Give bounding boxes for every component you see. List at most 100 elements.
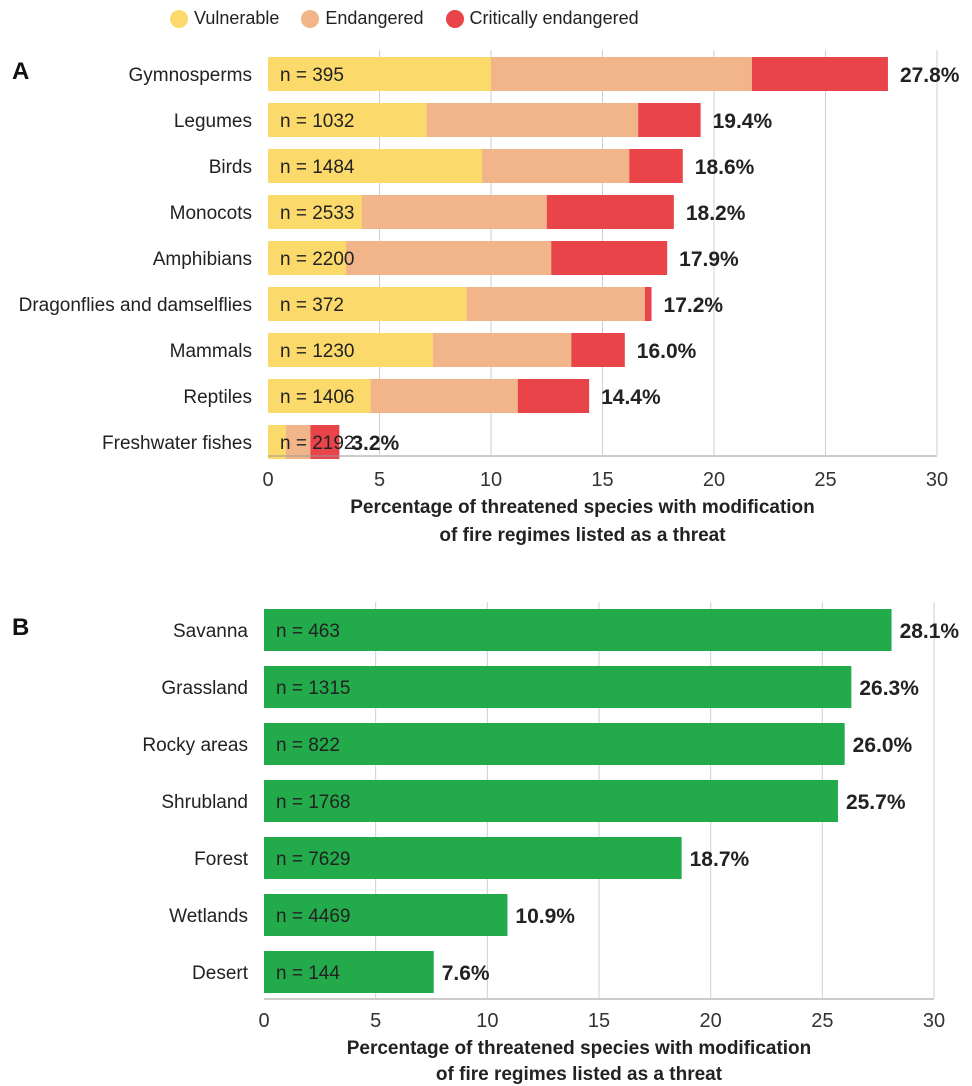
n-label: n = 1230 <box>280 341 355 362</box>
total-label: 18.6% <box>695 156 755 179</box>
bar-segment-critically-endangered <box>517 379 590 413</box>
bar-segment-critically-endangered <box>571 333 625 367</box>
category-label: Mammals <box>170 341 252 362</box>
category-label: Desert <box>192 963 249 984</box>
bar <box>264 609 892 651</box>
n-label: n = 2533 <box>280 203 355 224</box>
category-label: Birds <box>209 157 252 178</box>
legend-swatch-vulnerable <box>170 9 188 28</box>
bar <box>264 894 508 936</box>
bar-segment-vulnerable <box>268 195 362 229</box>
value-label: 10.9% <box>515 905 575 928</box>
category-label: Rocky areas <box>142 735 248 756</box>
x-tick-label: 30 <box>923 1010 945 1032</box>
bar-segment-critically-endangered <box>551 241 668 275</box>
n-label: n = 2200 <box>280 249 355 270</box>
panel-letter-a: A <box>12 58 30 85</box>
bar-segment-vulnerable <box>268 287 467 321</box>
x-tick-label: 25 <box>814 469 836 491</box>
category-label: Forest <box>194 849 249 870</box>
category-label: Reptiles <box>183 387 252 408</box>
bar-segment-endangered <box>426 103 639 137</box>
bar-segment-vulnerable <box>268 379 371 413</box>
total-label: 3.2% <box>351 432 399 455</box>
bar-segment-critically-endangered <box>644 287 652 321</box>
n-label: n = 1315 <box>276 678 351 699</box>
category-label: Freshwater fishes <box>102 433 252 454</box>
x-tick-label: 15 <box>591 469 613 491</box>
value-label: 18.7% <box>690 848 750 871</box>
value-label: 25.7% <box>846 791 906 814</box>
legend-label: Vulnerable <box>194 8 280 28</box>
n-label: n = 1406 <box>280 387 355 408</box>
n-label: n = 463 <box>276 621 340 642</box>
category-label: Savanna <box>173 621 248 642</box>
category-label: Monocots <box>170 203 252 224</box>
n-label: n = 7629 <box>276 849 351 870</box>
x-tick-label: 5 <box>370 1010 381 1032</box>
n-label: n = 1484 <box>280 157 355 178</box>
value-label: 26.0% <box>853 734 913 757</box>
bar-segment-vulnerable <box>268 103 427 137</box>
bar-segment-endangered <box>433 333 572 367</box>
total-label: 17.2% <box>664 294 724 317</box>
bar <box>264 837 682 879</box>
x-tick-label: 5 <box>374 469 385 491</box>
bar-segment-critically-endangered <box>751 57 888 91</box>
category-label: Legumes <box>174 111 252 132</box>
bar-segment-critically-endangered <box>629 149 683 183</box>
legend-item-endangered: Endangered <box>301 8 424 29</box>
category-label: Dragonflies and damselflies <box>19 295 252 316</box>
legend-label: Critically endangered <box>469 8 639 28</box>
x-tick-label: 25 <box>811 1010 833 1032</box>
category-label: Shrubland <box>161 792 248 813</box>
total-label: 14.4% <box>601 386 661 409</box>
bar-segment-endangered <box>370 379 518 413</box>
n-label: n = 372 <box>280 295 344 316</box>
category-label: Wetlands <box>169 906 248 927</box>
n-label: n = 395 <box>280 65 344 86</box>
x-tick-label: 10 <box>476 1010 498 1032</box>
x-axis-title: of fire regimes listed as a threat <box>436 1064 723 1085</box>
bar-segment-vulnerable <box>268 425 286 459</box>
legend-label: Endangered <box>325 8 424 28</box>
bar-segment-endangered <box>482 149 630 183</box>
x-axis-title: Percentage of threatened species with mo… <box>347 1038 812 1059</box>
legend: Vulnerable Endangered Critically endange… <box>170 8 661 29</box>
value-label: 26.3% <box>859 677 919 700</box>
x-tick-label: 15 <box>588 1010 610 1032</box>
total-label: 18.2% <box>686 202 746 225</box>
total-label: 16.0% <box>637 340 697 363</box>
bar <box>264 666 852 708</box>
total-label: 17.9% <box>679 248 739 271</box>
n-label: n = 1768 <box>276 792 351 813</box>
n-label: n = 822 <box>276 735 340 756</box>
bar-segment-vulnerable <box>268 241 347 275</box>
n-label: n = 2192 <box>280 433 355 454</box>
bar <box>264 723 845 765</box>
total-label: 19.4% <box>713 110 773 133</box>
bar-segment-endangered <box>346 241 552 275</box>
bar <box>264 780 838 822</box>
x-tick-label: 10 <box>480 469 502 491</box>
x-axis-title: Percentage of threatened species with mo… <box>350 497 815 518</box>
panel-letter-b: B <box>12 614 30 641</box>
bar-segment-endangered <box>466 287 645 321</box>
legend-swatch-critically-endangered <box>445 9 464 28</box>
x-tick-label: 20 <box>703 469 725 491</box>
value-label: 28.1% <box>900 620 960 643</box>
bar-segment-endangered <box>491 57 752 91</box>
bar-segment-vulnerable <box>268 57 491 91</box>
legend-swatch-endangered <box>301 9 320 28</box>
x-tick-label: 0 <box>262 469 273 491</box>
bar <box>264 951 434 993</box>
bar-segment-critically-endangered <box>546 195 674 229</box>
x-tick-label: 20 <box>700 1010 722 1032</box>
total-label: 27.8% <box>900 64 960 87</box>
n-label: n = 144 <box>276 963 340 984</box>
category-label: Gymnosperms <box>128 65 252 86</box>
legend-item-vulnerable: Vulnerable <box>170 8 279 29</box>
x-tick-label: 30 <box>926 469 948 491</box>
bar-segment-vulnerable <box>268 333 434 367</box>
bar-segment-endangered <box>285 425 311 459</box>
